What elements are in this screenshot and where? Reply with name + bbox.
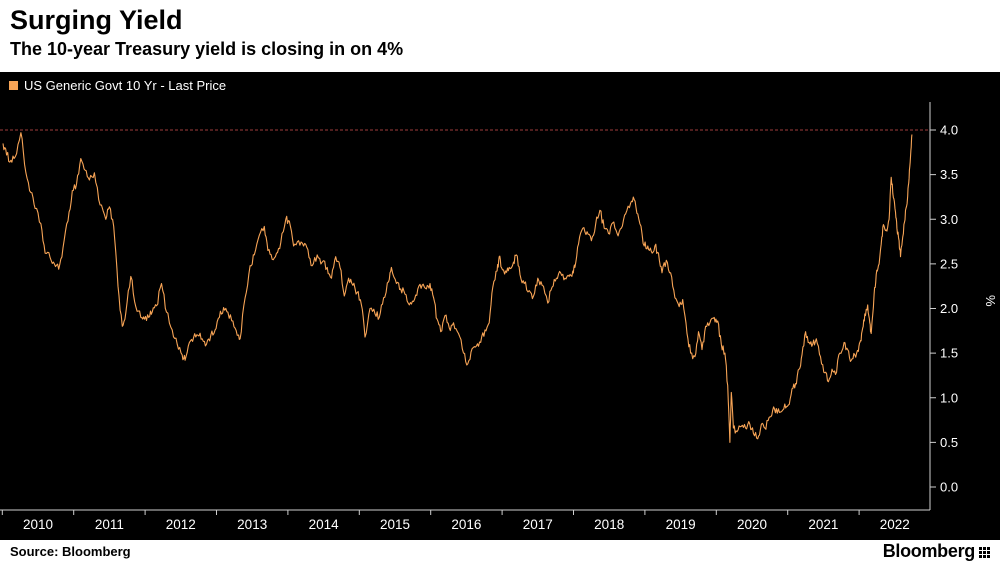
- svg-text:2017: 2017: [523, 517, 553, 532]
- svg-text:2011: 2011: [95, 517, 124, 532]
- bloomberg-logo-text: Bloomberg: [882, 540, 976, 561]
- svg-text:2010: 2010: [23, 517, 53, 532]
- svg-text:2018: 2018: [594, 517, 624, 532]
- source-note: Source: Bloomberg: [10, 543, 131, 559]
- chart-title: Surging Yield: [10, 5, 183, 35]
- svg-text:2019: 2019: [666, 517, 696, 532]
- svg-text:3.0: 3.0: [940, 212, 958, 227]
- legend-label: US Generic Govt 10 Yr - Last Price: [24, 78, 227, 93]
- bloomberg-logo: Bloomberg: [883, 541, 990, 562]
- chart-legend: US Generic Govt 10 Yr - Last Price: [9, 78, 226, 93]
- svg-text:2015: 2015: [380, 517, 410, 532]
- svg-text:2012: 2012: [166, 517, 196, 532]
- svg-text:2020: 2020: [737, 517, 767, 532]
- svg-text:2016: 2016: [451, 517, 481, 532]
- svg-text:2021: 2021: [808, 517, 838, 532]
- svg-text:1.5: 1.5: [940, 346, 958, 361]
- svg-text:0.0: 0.0: [940, 480, 958, 495]
- svg-text:2.0: 2.0: [940, 301, 958, 316]
- svg-text:%: %: [983, 295, 998, 307]
- bloomberg-grid-icon: [979, 546, 990, 558]
- chart-subtitle: The 10-year Treasury yield is closing in…: [10, 39, 404, 60]
- svg-text:2013: 2013: [237, 517, 267, 532]
- svg-text:2014: 2014: [309, 517, 340, 532]
- chart-panel: US Generic Govt 10 Yr - Last Price 0.0 0.…: [0, 72, 1000, 540]
- svg-text:2022: 2022: [880, 517, 910, 532]
- svg-text:1.0: 1.0: [940, 390, 958, 405]
- yield-line-chart: 0.0 0.5 1.0 1.5 2.0 2.5 3.0 3.5 4.0 2010 2011 2012 2…: [0, 102, 998, 532]
- chart-footer: Source: Bloomberg Bloomberg: [0, 540, 1000, 562]
- legend-swatch-icon: [9, 81, 18, 90]
- svg-text:4.0: 4.0: [940, 123, 958, 138]
- chart-header: Surging Yield The 10-year Treasury yield…: [0, 0, 1000, 72]
- svg-text:3.5: 3.5: [940, 167, 958, 182]
- svg-text:0.5: 0.5: [940, 435, 958, 450]
- svg-text:2.5: 2.5: [940, 256, 958, 271]
